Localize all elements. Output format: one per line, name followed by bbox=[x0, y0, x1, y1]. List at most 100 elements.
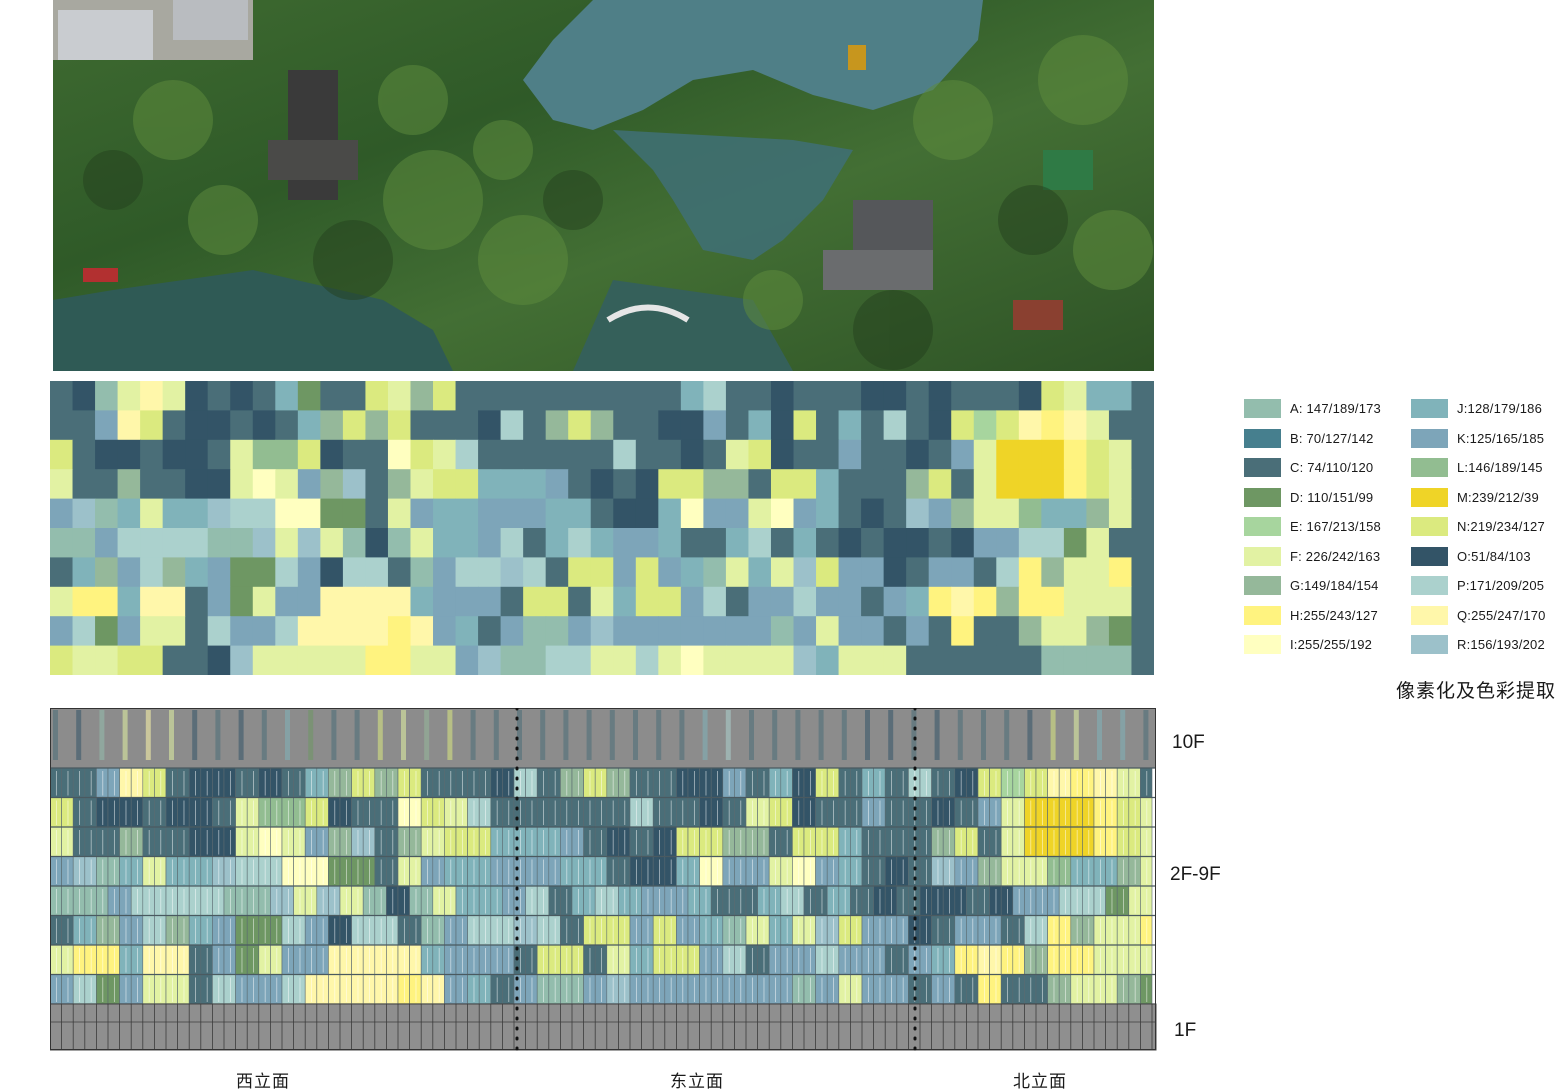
facade-panel bbox=[50, 797, 62, 828]
facade-panel bbox=[525, 767, 538, 798]
mosaic-pixel bbox=[185, 381, 209, 411]
facade-panel bbox=[1140, 767, 1153, 798]
mosaic-pixel bbox=[523, 410, 547, 441]
facade-panel bbox=[409, 885, 422, 916]
facade-panel bbox=[792, 885, 805, 916]
facade-panel bbox=[270, 856, 283, 887]
mosaic-pixel bbox=[1086, 469, 1110, 500]
facade-panel bbox=[571, 915, 584, 946]
facade-panel bbox=[61, 826, 74, 857]
mosaic-pixel bbox=[117, 528, 141, 558]
facade-panel bbox=[212, 885, 225, 916]
mosaic-pixel bbox=[1041, 528, 1065, 558]
facade-panel bbox=[50, 915, 62, 946]
facade-panel bbox=[896, 767, 909, 798]
mosaic-pixel bbox=[95, 469, 119, 500]
facade-panel bbox=[339, 915, 352, 946]
facade-panel bbox=[513, 826, 526, 857]
mosaic-pixel bbox=[342, 498, 367, 529]
mosaic-pixel bbox=[410, 557, 434, 588]
facade-panel bbox=[942, 944, 956, 975]
facade-10f-strip bbox=[725, 710, 731, 760]
facade-panel bbox=[1140, 944, 1153, 975]
legend-swatch bbox=[1411, 428, 1448, 448]
mosaic-pixel bbox=[410, 410, 434, 441]
facade-panel bbox=[618, 885, 631, 916]
mosaic-pixel bbox=[387, 528, 412, 558]
mosaic-pixel bbox=[951, 469, 975, 500]
facade-panel bbox=[84, 974, 97, 1005]
facade-panel bbox=[850, 797, 863, 828]
facade-panel bbox=[710, 767, 724, 798]
facade-panel bbox=[235, 974, 248, 1005]
facade-panel bbox=[548, 974, 561, 1005]
facade-panel bbox=[1000, 944, 1014, 975]
mosaic-pixel bbox=[883, 557, 907, 588]
mosaic-pixel bbox=[973, 616, 997, 647]
floor-label-10f: 10F bbox=[1172, 732, 1205, 753]
facade-panel bbox=[1093, 885, 1106, 916]
facade-panel bbox=[467, 797, 480, 828]
facade-panel bbox=[1070, 915, 1083, 946]
facade-panel bbox=[154, 885, 167, 916]
facade-panel bbox=[687, 767, 700, 798]
facade-panel bbox=[96, 885, 109, 916]
facade-panel bbox=[815, 885, 828, 916]
mosaic-pixel bbox=[1086, 439, 1110, 470]
mosaic-pixel bbox=[433, 528, 457, 558]
mosaic-pixel bbox=[478, 410, 502, 441]
facade-panel bbox=[490, 767, 503, 798]
legend-item: I:255/255/192 bbox=[1244, 635, 1404, 665]
facade-panel bbox=[362, 915, 376, 946]
facade-panel bbox=[664, 767, 677, 798]
facade-panel bbox=[72, 856, 86, 887]
facade-panel bbox=[942, 826, 956, 857]
facade-panel bbox=[1105, 885, 1118, 916]
facade-panel bbox=[1012, 915, 1025, 946]
mosaic-pixel bbox=[523, 381, 547, 411]
facade-panel bbox=[478, 767, 492, 798]
facade-panel bbox=[478, 826, 492, 857]
facade-panel bbox=[815, 797, 828, 828]
facade-panel bbox=[374, 856, 387, 887]
facade-panel bbox=[676, 826, 689, 857]
facade-panel bbox=[989, 944, 1002, 975]
mosaic-pixel bbox=[1086, 381, 1110, 411]
mosaic-pixel bbox=[1131, 469, 1154, 500]
facade-panel bbox=[235, 767, 248, 798]
facade-panel bbox=[490, 974, 503, 1005]
mosaic-pixel bbox=[703, 410, 727, 441]
mosaic-pixel bbox=[140, 498, 164, 529]
facade-panel bbox=[942, 797, 956, 828]
facade-panel bbox=[780, 915, 793, 946]
facade-panel bbox=[328, 826, 341, 857]
mosaic-pixel bbox=[703, 616, 727, 647]
mosaic-pixel bbox=[590, 645, 614, 675]
mosaic-pixel bbox=[613, 645, 637, 675]
mosaic-pixel bbox=[613, 557, 637, 588]
facade-panel bbox=[362, 797, 376, 828]
legend-code: K:125/165/185 bbox=[1457, 430, 1545, 446]
mosaic-pixel bbox=[297, 469, 321, 500]
facade-panel bbox=[455, 885, 468, 916]
mosaic-pixel bbox=[928, 381, 952, 411]
facade-panel bbox=[177, 767, 190, 798]
mosaic-pixel bbox=[906, 586, 930, 617]
facade-panel bbox=[1082, 885, 1095, 916]
mosaic-pixel bbox=[996, 586, 1020, 617]
facade-panel bbox=[896, 944, 909, 975]
mosaic-pixel bbox=[117, 469, 141, 500]
mosaic-pixel bbox=[500, 528, 524, 558]
facade-panel bbox=[560, 797, 573, 828]
facade-panel bbox=[1047, 797, 1060, 828]
facade-panel bbox=[397, 767, 410, 798]
mosaic-pixel bbox=[140, 616, 164, 647]
facade-panel bbox=[896, 856, 909, 887]
mosaic-pixel bbox=[207, 557, 231, 588]
mosaic-pixel bbox=[72, 528, 96, 558]
mosaic-pixel bbox=[951, 381, 975, 411]
facade-panel bbox=[119, 856, 132, 887]
mosaic-pixel bbox=[1063, 616, 1088, 647]
mosaic-pixel bbox=[816, 586, 840, 617]
mosaic-pixel bbox=[162, 557, 186, 588]
